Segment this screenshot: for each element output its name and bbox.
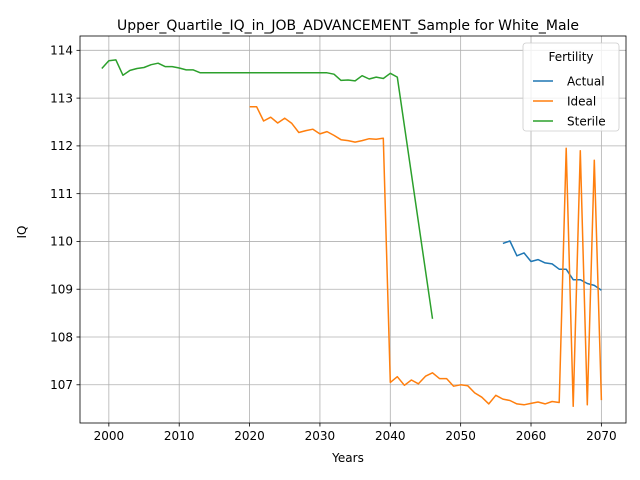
plot-frame — [79, 35, 627, 424]
x-tick-label: 2070 — [586, 429, 617, 443]
y-tick-label: 112 — [50, 139, 73, 153]
x-tick-label: 2010 — [164, 429, 195, 443]
series-line-sterile — [101, 59, 434, 319]
y-tick-label: 109 — [50, 283, 73, 297]
legend-label-ideal: Ideal — [567, 94, 596, 108]
chart-title: Upper_Quartile_IQ_in_JOB_ADVANCEMENT_Sam… — [117, 18, 579, 34]
x-tick-label: 2000 — [94, 429, 125, 443]
y-axis-label: IQ — [15, 226, 29, 239]
x-tick-label: 2020 — [234, 429, 265, 443]
y-axis: 107 108 109 110 111 112 113 114 — [50, 44, 80, 392]
y-tick-label: 114 — [50, 44, 73, 58]
legend-title: Fertility — [548, 50, 593, 64]
legend: Fertility Actual Ideal Sterile — [522, 42, 620, 132]
series-lines — [101, 59, 603, 408]
legend-label-actual: Actual — [567, 74, 605, 88]
y-tick-label: 111 — [50, 187, 73, 201]
y-tick-label: 110 — [50, 235, 73, 249]
y-tick-label: 113 — [50, 91, 73, 105]
legend-label-sterile: Sterile — [567, 114, 606, 128]
x-tick-label: 2030 — [305, 429, 336, 443]
y-tick-label: 107 — [50, 378, 73, 392]
x-axis-label: Years — [331, 451, 364, 465]
series-line-ideal — [249, 105, 603, 408]
legend-box — [522, 42, 620, 132]
x-axis: 2000 2010 2020 2030 2040 2050 2060 2070 — [94, 423, 617, 443]
x-tick-label: 2040 — [375, 429, 406, 443]
x-tick-label: 2060 — [516, 429, 547, 443]
x-tick-label: 2050 — [445, 429, 476, 443]
y-tick-label: 108 — [50, 330, 73, 344]
series-line-actual — [502, 240, 602, 291]
